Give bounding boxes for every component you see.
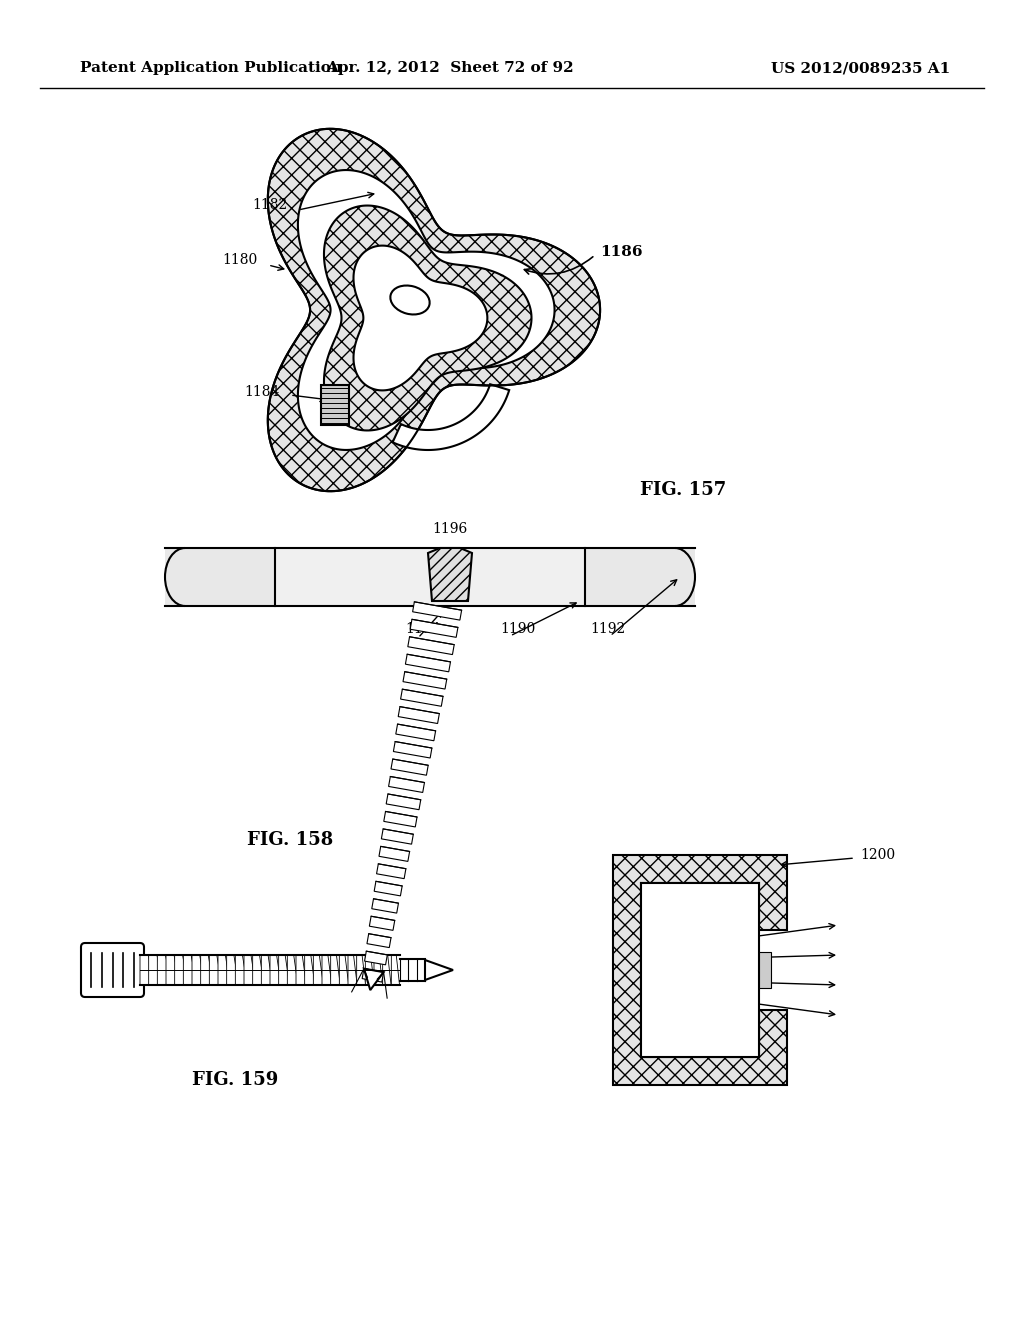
Polygon shape	[388, 776, 425, 792]
Polygon shape	[403, 672, 446, 689]
Polygon shape	[386, 793, 421, 809]
Text: FIG. 157: FIG. 157	[640, 480, 726, 499]
Polygon shape	[148, 954, 163, 985]
Polygon shape	[613, 855, 787, 1085]
Text: 1180: 1180	[223, 253, 258, 267]
Polygon shape	[377, 863, 406, 879]
Polygon shape	[362, 969, 384, 982]
Polygon shape	[218, 954, 230, 985]
Polygon shape	[270, 954, 281, 985]
Bar	[321, 385, 349, 425]
Text: 1184: 1184	[245, 385, 280, 399]
Text: 1192: 1192	[590, 622, 626, 636]
Text: 1186: 1186	[600, 246, 642, 259]
Polygon shape	[379, 846, 410, 862]
Polygon shape	[367, 933, 391, 948]
Text: 1196: 1196	[432, 521, 468, 536]
Polygon shape	[411, 619, 458, 638]
Bar	[275, 548, 585, 606]
Polygon shape	[393, 742, 432, 758]
Polygon shape	[236, 954, 247, 985]
Polygon shape	[391, 954, 399, 985]
Polygon shape	[425, 960, 453, 979]
Text: Patent Application Publication: Patent Application Publication	[80, 61, 342, 75]
Polygon shape	[348, 954, 357, 985]
Polygon shape	[288, 954, 298, 985]
Text: 1190: 1190	[500, 622, 536, 636]
Bar	[585, 548, 695, 606]
Polygon shape	[356, 954, 366, 985]
Polygon shape	[374, 954, 383, 985]
Polygon shape	[408, 636, 455, 655]
Polygon shape	[398, 706, 439, 723]
Polygon shape	[366, 954, 374, 985]
Bar	[641, 883, 759, 1057]
Polygon shape	[209, 954, 222, 985]
Polygon shape	[364, 969, 384, 990]
Text: Apr. 12, 2012  Sheet 72 of 92: Apr. 12, 2012 Sheet 72 of 92	[327, 61, 573, 75]
Text: 1182: 1182	[253, 198, 288, 213]
Ellipse shape	[390, 285, 430, 314]
Polygon shape	[381, 829, 414, 845]
Polygon shape	[392, 384, 509, 450]
Polygon shape	[406, 655, 451, 672]
Text: US 2012/0089235 A1: US 2012/0089235 A1	[771, 61, 950, 75]
Polygon shape	[396, 725, 435, 741]
Polygon shape	[391, 759, 428, 775]
Polygon shape	[244, 954, 256, 985]
Polygon shape	[296, 954, 306, 985]
Polygon shape	[175, 954, 187, 985]
Text: FIG. 158: FIG. 158	[247, 832, 333, 849]
Polygon shape	[268, 129, 600, 491]
Polygon shape	[253, 954, 264, 985]
Polygon shape	[140, 954, 154, 985]
Polygon shape	[428, 548, 472, 601]
Text: 1194: 1194	[406, 622, 440, 636]
Polygon shape	[322, 954, 332, 985]
Text: 1200: 1200	[860, 847, 895, 862]
Polygon shape	[261, 954, 272, 985]
Polygon shape	[166, 954, 179, 985]
Bar	[759, 952, 771, 987]
Polygon shape	[331, 954, 340, 985]
Polygon shape	[413, 602, 462, 620]
Polygon shape	[324, 206, 531, 430]
Polygon shape	[279, 954, 290, 985]
Polygon shape	[313, 954, 324, 985]
Polygon shape	[374, 882, 402, 896]
Polygon shape	[201, 954, 213, 985]
Polygon shape	[370, 916, 394, 931]
Bar	[165, 548, 275, 606]
FancyBboxPatch shape	[81, 942, 144, 997]
Polygon shape	[353, 246, 487, 391]
Polygon shape	[193, 954, 205, 985]
Polygon shape	[400, 689, 443, 706]
Polygon shape	[298, 170, 555, 450]
Text: FIG. 159: FIG. 159	[191, 1071, 279, 1089]
Polygon shape	[372, 899, 398, 913]
Polygon shape	[365, 952, 387, 965]
Polygon shape	[339, 954, 349, 985]
Polygon shape	[183, 954, 197, 985]
Polygon shape	[158, 954, 171, 985]
Polygon shape	[226, 954, 239, 985]
Polygon shape	[305, 954, 314, 985]
Polygon shape	[383, 954, 391, 985]
Polygon shape	[384, 812, 417, 826]
